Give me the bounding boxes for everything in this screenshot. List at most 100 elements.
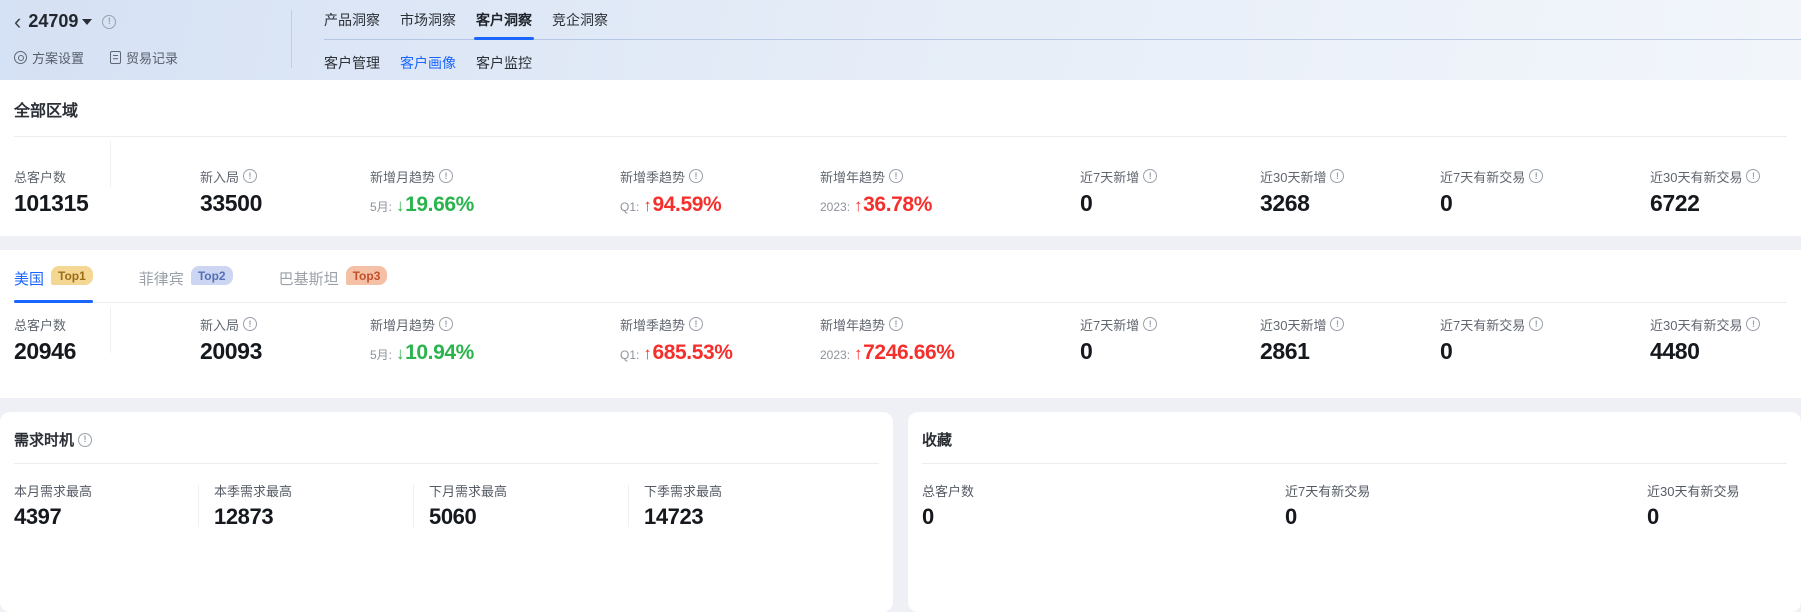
metric-value: 12873 — [214, 504, 274, 529]
metric-trend-value: Q1: ↑94.59% — [620, 190, 820, 217]
plan-selector: ‹ 24709 ! — [14, 8, 117, 34]
metric-value: 3268 — [1260, 190, 1310, 216]
tab-产品洞察[interactable]: 产品洞察 — [324, 12, 380, 28]
plan-settings-button[interactable]: 方案设置 — [14, 48, 84, 67]
info-icon[interactable]: ! — [102, 14, 117, 29]
metric-trend-value: Q1: ↑685.53% — [620, 338, 820, 365]
metric-label-text: 近7天有新交易 — [1440, 317, 1526, 333]
metric-label: 总客户数 — [14, 167, 200, 185]
info-icon[interactable]: ! — [1529, 169, 1544, 183]
info-icon[interactable]: ! — [1330, 169, 1345, 183]
column-divider — [110, 141, 111, 187]
trend-period-label: Q1: — [620, 348, 640, 362]
trend-period-label: Q1: — [620, 200, 640, 214]
subtab-客户监控[interactable]: 客户监控 — [476, 55, 532, 71]
metric-label-text: 近30天有新交易 — [1647, 483, 1740, 499]
country-card: 美国 Top1 菲律宾 Top2 巴基斯坦 Top3 总客户数 20946 新入局! 20093… — [0, 250, 1801, 398]
metric-cell: 下月需求最高 5060 — [413, 481, 644, 530]
trend-percent: 10.94% — [405, 341, 474, 364]
back-icon[interactable]: ‹ — [14, 8, 22, 34]
favorites-card: 收藏 总客户数 0 近7天有新交易 0 近30天有新交易 0 — [908, 412, 1801, 612]
metric-label: 新增月趋势! — [370, 167, 620, 185]
metric-cell: 新增月趋势! 5月: ↓19.66% — [370, 167, 620, 217]
metric-value: 101315 — [14, 190, 89, 216]
metric-value: 5060 — [429, 504, 477, 529]
metric-value: 0 — [1080, 338, 1093, 364]
metric-cell: 新增年趋势! 2023: ↑36.78% — [820, 167, 1080, 217]
subtab-客户画像[interactable]: 客户画像 — [400, 55, 456, 71]
metric-label: 本月需求最高 — [14, 481, 214, 499]
tab-客户洞察[interactable]: 客户洞察 — [474, 12, 534, 40]
metric-label-text: 新增季趋势 — [620, 317, 686, 333]
info-icon[interactable]: ! — [1143, 169, 1158, 183]
divider — [14, 136, 1787, 137]
metric-cell: 近30天有新交易 0 — [1647, 481, 1787, 530]
metric-value: 14723 — [644, 504, 704, 529]
metric-cell: 近30天有新交易! 4480 — [1650, 315, 1787, 365]
info-icon[interactable]: ! — [1529, 317, 1544, 331]
column-divider — [110, 307, 111, 353]
favorites-metrics: 总客户数 0 近7天有新交易 0 近30天有新交易 0 — [922, 464, 1787, 530]
tab-市场洞察[interactable]: 市场洞察 — [400, 12, 456, 28]
metric-cell: 本季需求最高 12873 — [198, 481, 429, 530]
metric-cell: 新增月趋势! 5月: ↓10.94% — [370, 315, 620, 365]
metric-cell: 新增季趋势! Q1: ↑94.59% — [620, 167, 820, 217]
metric-label: 近7天有新交易 — [1285, 481, 1647, 499]
country-tab-label: 美国 — [14, 271, 45, 288]
metric-label-text: 新增年趋势 — [820, 169, 886, 185]
document-icon — [110, 51, 122, 64]
info-icon[interactable]: ! — [1143, 317, 1158, 331]
metric-label-text: 总客户数 — [14, 317, 67, 333]
country-tab-top3[interactable]: 巴基斯坦 Top3 — [279, 266, 388, 302]
metric-label-text: 新增季趋势 — [620, 169, 686, 185]
metric-cell: 总客户数 20946 — [14, 315, 200, 365]
info-icon[interactable]: ! — [439, 317, 454, 331]
all-region-card: 全部区域 总客户数 101315 新入局! 33500 新增月趋势! 5月: ↓19.66%… — [0, 80, 1801, 236]
info-icon[interactable]: ! — [1746, 317, 1761, 331]
info-icon[interactable]: ! — [889, 317, 904, 331]
metric-trend-value: 5月: ↓19.66% — [370, 190, 620, 217]
divider — [14, 463, 879, 464]
trend-percent: 7246.66% — [863, 341, 955, 364]
metric-cell: 新入局! 33500 — [200, 167, 370, 217]
app-header: ‹ 24709 ! 方案设置 贸易记录 产品洞察 市场洞察 客户洞察 竞企洞察 客户管… — [0, 0, 1801, 80]
bottom-row: 需求时机 ! 本月需求最高 4397 本季需求最高 12873 下月需求最高 5060 下季… — [0, 412, 1801, 612]
metric-label: 总客户数 — [14, 315, 200, 333]
info-icon[interactable]: ! — [243, 169, 258, 183]
info-icon[interactable]: ! — [889, 169, 904, 183]
subtab-客户管理[interactable]: 客户管理 — [324, 55, 380, 71]
divider — [922, 463, 1787, 464]
up-arrow-icon: ↑ — [643, 196, 652, 215]
metric-label-text: 新增月趋势 — [370, 169, 436, 185]
tab-竞企洞察[interactable]: 竞企洞察 — [552, 12, 608, 28]
metric-label-text: 本季需求最高 — [214, 483, 293, 499]
info-icon[interactable]: ! — [1746, 169, 1761, 183]
info-icon[interactable]: ! — [1330, 317, 1345, 331]
metric-value: 33500 — [200, 190, 262, 216]
info-icon[interactable]: ! — [689, 317, 704, 331]
metric-cell: 近7天新增! 0 — [1080, 315, 1260, 365]
trade-records-button[interactable]: 贸易记录 — [110, 48, 178, 67]
info-icon[interactable]: ! — [439, 169, 454, 183]
trend-period-label: 2023: — [820, 200, 851, 214]
info-icon[interactable]: ! — [689, 169, 704, 183]
metric-cell: 近30天新增! 2861 — [1260, 315, 1440, 365]
country-tab-top2[interactable]: 菲律宾 Top2 — [139, 266, 233, 302]
metric-cell: 近30天有新交易! 6722 — [1650, 167, 1787, 217]
down-arrow-icon: ↓ — [396, 196, 405, 215]
metric-label-text: 近7天有新交易 — [1440, 169, 1526, 185]
country-metrics: 总客户数 20946 新入局! 20093 新增月趋势! 5月: ↓10.94% 新增季趋势!… — [14, 303, 1787, 365]
plan-id[interactable]: 24709 — [28, 11, 79, 31]
metric-label: 近7天新增! — [1080, 315, 1260, 333]
metric-label: 近30天新增! — [1260, 315, 1440, 333]
caret-down-icon[interactable] — [82, 18, 93, 25]
metric-value: 20946 — [14, 338, 76, 364]
info-icon[interactable]: ! — [243, 317, 258, 331]
country-tab-top1[interactable]: 美国 Top1 — [14, 266, 93, 303]
info-icon[interactable]: ! — [78, 432, 93, 447]
favorites-title-text: 收藏 — [922, 432, 953, 449]
metric-value: 0 — [922, 504, 934, 529]
all-region-metrics: 总客户数 101315 新入局! 33500 新增月趋势! 5月: ↓19.66% 新增季趋势… — [14, 137, 1787, 217]
country-rank-badge: Top2 — [190, 266, 233, 285]
